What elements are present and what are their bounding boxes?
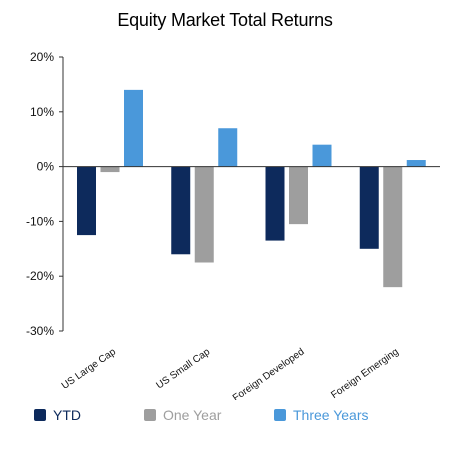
bar-series [77,89,426,288]
bar [124,89,143,167]
bar [77,166,96,236]
x-tick-label: US Large Cap [60,346,119,392]
chart-title: Equity Market Total Returns [117,10,333,30]
bar [265,166,285,241]
x-tick-label: Foreign Developed [231,346,307,400]
legend-label: Three Years [293,407,369,423]
bar [171,166,191,255]
bar [194,166,214,263]
y-tick-label: 20% [30,50,54,64]
y-tick-label: -10% [26,214,54,228]
chart-legend: YTD One Year Three Years [34,406,434,426]
legend-swatch [144,409,156,421]
bar-chart: -30% -20% -10% 0% 10% 20% US Large Cap US Smal… [26,50,440,400]
bar [218,128,238,167]
bar [289,166,308,225]
legend-label: YTD [53,407,81,423]
legend-label: One Year [163,407,222,423]
bar [406,160,426,167]
legend-swatch [274,409,286,421]
legend-item: One Year [144,406,221,424]
bar [383,166,403,288]
bar [312,144,332,167]
legend-item: Three Years [274,406,369,424]
legend-item: YTD [34,406,81,424]
x-axis: US Large Cap US Small Cap Foreign Develope… [60,166,440,400]
bar [359,166,379,249]
x-tick-label: US Small Cap [154,346,212,391]
y-tick-label: -30% [26,324,54,338]
bar [100,166,120,173]
x-tick-label: Foreign Emerging [329,346,400,400]
y-tick-label: 10% [30,105,54,119]
y-axis: -30% -20% -10% 0% 10% 20% [26,50,64,338]
legend-swatch [34,409,46,421]
y-tick-label: -20% [26,269,54,283]
y-tick-label: 0% [37,160,55,174]
